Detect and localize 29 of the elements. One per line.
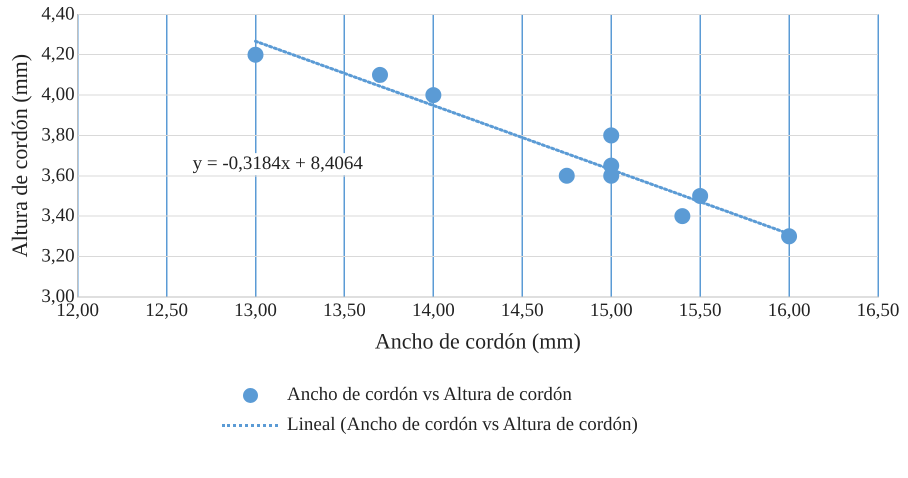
x-tick-label: 15,50 bbox=[678, 300, 722, 322]
point bbox=[248, 46, 264, 63]
x-tick-label: 16,00 bbox=[768, 300, 810, 322]
point bbox=[425, 87, 442, 104]
legend-label: Lineal (Ancho de cordón vs Altura de cordón) bbox=[287, 414, 638, 436]
y-tick-label: 3,40 bbox=[41, 205, 75, 226]
y-tick-label: 4,00 bbox=[41, 84, 75, 106]
point bbox=[692, 188, 708, 204]
y-tick-label: 4,40 bbox=[41, 3, 75, 24]
point bbox=[558, 168, 575, 184]
x-tick-label: 12,50 bbox=[145, 300, 188, 322]
x-tick-label: 14,50 bbox=[500, 300, 544, 322]
x-tick-label: 15,00 bbox=[590, 300, 633, 322]
annotation: y = -0,3184x + 8,4064 bbox=[192, 153, 364, 174]
point bbox=[674, 208, 690, 224]
point bbox=[603, 127, 620, 144]
x-axis-title: Ancho de cordón (mm) bbox=[374, 328, 581, 354]
x-tick-label: 13,50 bbox=[323, 300, 366, 322]
point bbox=[372, 66, 388, 83]
point bbox=[781, 228, 798, 244]
y-axis-title: Altura de cordón (mm) bbox=[6, 54, 32, 258]
legend-label: Ancho de cordón vs Altura de cordón bbox=[287, 384, 572, 406]
x-tick-label: 16,50 bbox=[856, 300, 900, 322]
x-tick-label: 13,00 bbox=[234, 300, 277, 322]
y-tick-label: 3,20 bbox=[41, 245, 75, 266]
y-tick-label: 3,80 bbox=[41, 124, 75, 146]
x-tick-label: 14,00 bbox=[412, 300, 455, 322]
y-tick-label: 3,60 bbox=[41, 164, 75, 186]
y-tick-label: 4,20 bbox=[41, 44, 75, 65]
